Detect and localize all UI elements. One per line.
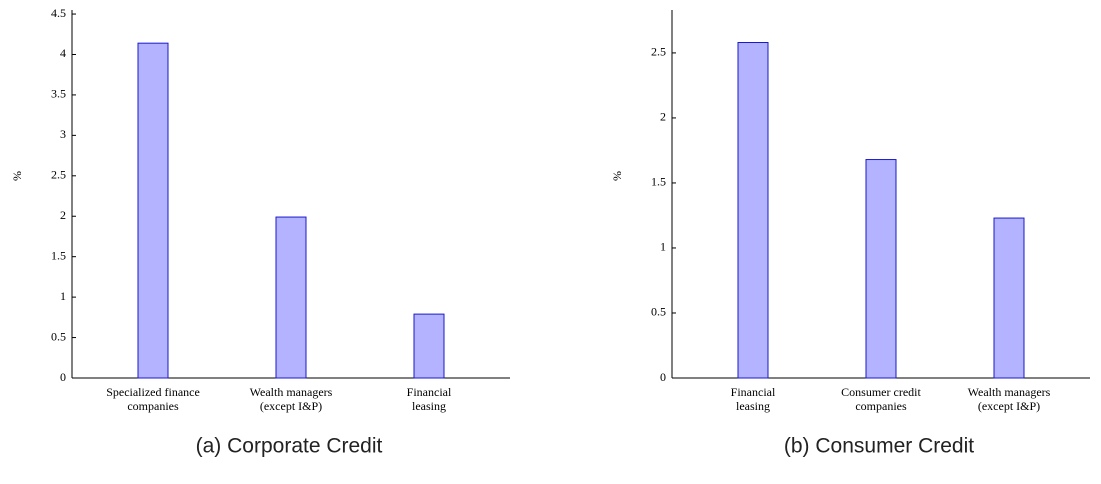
y-tick-label: 4 <box>60 46 66 60</box>
y-tick-label: 3 <box>60 127 66 141</box>
y-tick-label: 3.5 <box>51 87 66 101</box>
x-tick-label: leasing <box>412 399 446 413</box>
y-tick-label: 1.5 <box>51 248 66 262</box>
y-tick-label: 4.5 <box>51 6 66 20</box>
bar <box>865 159 897 379</box>
x-tick-label: (except I&P) <box>260 399 322 413</box>
x-tick-label: Wealth managers <box>250 385 333 399</box>
y-tick-label: 2 <box>60 208 66 222</box>
x-tick-label: Consumer credit <box>841 385 921 399</box>
y-tick-label: 1.5 <box>651 175 666 189</box>
bar <box>737 42 769 379</box>
y-tick-label: 0.5 <box>651 305 666 319</box>
y-axis-label: % <box>610 171 624 181</box>
y-tick-label: 2.5 <box>651 45 666 59</box>
x-tick-label: Specialized finance <box>106 385 200 399</box>
x-tick-label: companies <box>127 399 179 413</box>
bar <box>993 217 1025 379</box>
x-tick-label: leasing <box>736 399 770 413</box>
y-tick-label: 0 <box>660 370 666 384</box>
x-tick-label: (except I&P) <box>978 399 1040 413</box>
y-tick-label: 1 <box>660 240 666 254</box>
x-tick-label: Financial <box>731 385 776 399</box>
bar <box>275 216 307 379</box>
y-tick-label: 0.5 <box>51 329 66 343</box>
y-axis-label: % <box>10 171 24 181</box>
y-tick-label: 1 <box>60 289 66 303</box>
x-tick-label: Financial <box>407 385 452 399</box>
bar <box>137 42 169 379</box>
y-tick-label: 2.5 <box>51 168 66 182</box>
y-tick-label: 0 <box>60 370 66 384</box>
bar <box>413 313 445 379</box>
x-tick-label: Wealth managers <box>968 385 1051 399</box>
y-tick-label: 2 <box>660 110 666 124</box>
caption: (a) Corporate Credit <box>196 435 383 458</box>
x-tick-label: companies <box>855 399 907 413</box>
caption: (b) Consumer Credit <box>784 435 974 458</box>
